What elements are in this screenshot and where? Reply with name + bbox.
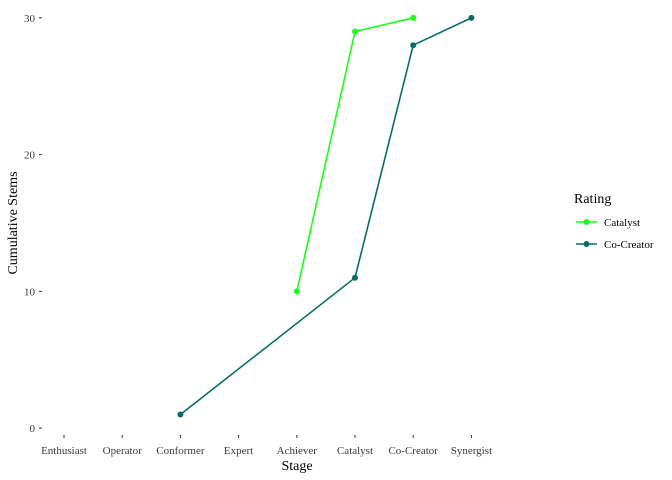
- legend: Rating Catalyst Co-Creator: [574, 192, 654, 251]
- y-axis: 0 10 20 30: [24, 13, 42, 435]
- legend-label: Co-Creator: [604, 239, 654, 251]
- data-point: [410, 14, 417, 21]
- series-line-catalyst: [296, 17, 414, 292]
- data-point: [293, 288, 300, 295]
- x-tick-label: Synergist: [451, 445, 492, 457]
- data-point: [410, 42, 417, 49]
- x-tick-label: Expert: [224, 445, 253, 457]
- data-point: [177, 411, 184, 418]
- legend-title: Rating: [574, 192, 611, 207]
- x-tick-label: Achiever: [277, 445, 318, 457]
- y-tick-label: 20: [24, 150, 36, 162]
- y-tick-label: 30: [24, 13, 36, 25]
- x-tick-label: Conformer: [156, 445, 205, 457]
- x-tick-label: Enthusiast: [41, 445, 87, 457]
- y-tick-label: 10: [24, 286, 36, 298]
- x-tick-label: Operator: [103, 445, 142, 457]
- x-axis-title: Stage: [281, 459, 312, 474]
- legend-label: Catalyst: [604, 217, 640, 229]
- x-axis: Enthusiast Operator Conformer Expert Achieve…: [41, 435, 492, 457]
- legend-key-point: [583, 241, 590, 247]
- x-tick-label: Co-Creator: [388, 445, 438, 457]
- series-layer: [177, 14, 475, 418]
- y-axis-title: Cumulative Stems: [6, 171, 21, 274]
- legend-key-point: [583, 219, 590, 225]
- x-tick-label: Catalyst: [337, 445, 373, 457]
- data-point: [352, 28, 358, 35]
- data-point: [468, 14, 475, 21]
- data-point: [352, 274, 358, 281]
- y-tick-label: 0: [30, 423, 36, 435]
- series-line-co-creator: [179, 17, 472, 416]
